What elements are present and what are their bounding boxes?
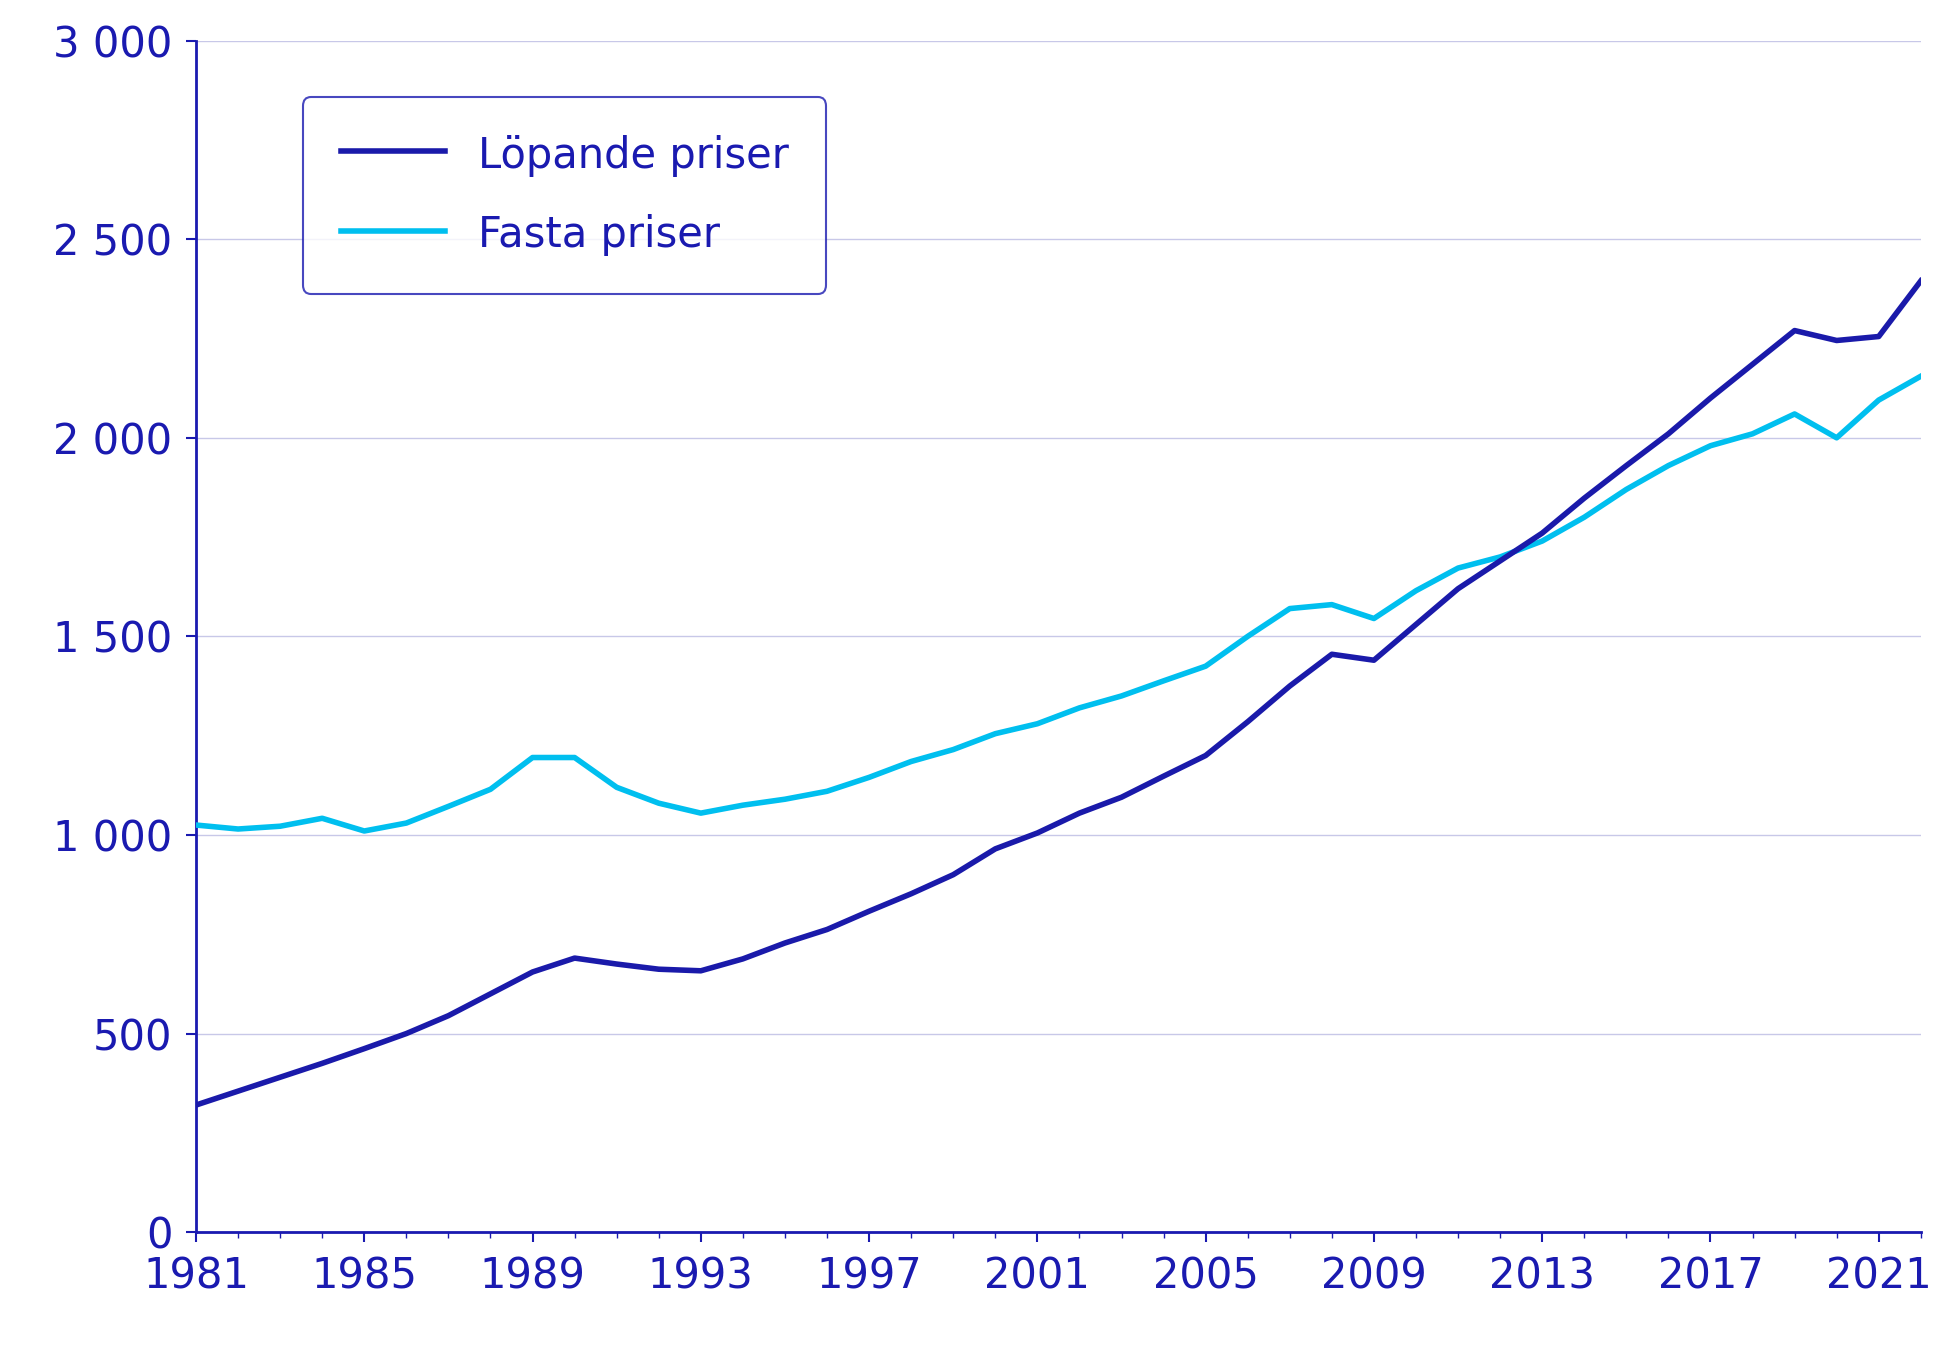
Fasta priser <box>1109 688 1133 704</box>
Fasta priser <box>941 742 964 758</box>
Löpande priser <box>437 1007 461 1024</box>
Fasta priser <box>1403 582 1427 598</box>
Löpande priser <box>1909 272 1933 288</box>
Löpande priser <box>1194 747 1217 764</box>
Löpande priser <box>1784 322 1807 338</box>
Fasta priser <box>1194 658 1217 674</box>
Fasta priser <box>1362 611 1386 627</box>
Fasta priser <box>521 749 545 765</box>
Fasta priser <box>563 749 586 765</box>
Löpande priser <box>1488 552 1511 569</box>
Line: Fasta priser: Fasta priser <box>196 376 1921 831</box>
Löpande priser <box>731 951 755 967</box>
Fasta priser <box>1868 391 1891 408</box>
Löpande priser <box>521 964 545 980</box>
Fasta priser <box>437 799 461 815</box>
Fasta priser <box>1446 561 1470 577</box>
Fasta priser <box>225 821 249 837</box>
Löpande priser <box>1109 789 1133 806</box>
Fasta priser <box>1237 628 1260 645</box>
Fasta priser <box>1278 600 1301 616</box>
Fasta priser <box>1321 597 1345 613</box>
Löpande priser <box>606 956 629 972</box>
Löpande priser <box>1656 425 1680 441</box>
Löpande priser <box>857 903 880 919</box>
Löpande priser <box>1531 525 1554 542</box>
Fasta priser <box>353 823 376 839</box>
Löpande priser <box>1403 616 1427 632</box>
Löpande priser <box>1740 356 1764 372</box>
Fasta priser <box>1572 509 1595 525</box>
Löpande priser <box>310 1055 333 1071</box>
Fasta priser <box>184 816 208 833</box>
Löpande priser <box>1362 653 1386 669</box>
Löpande priser <box>1152 768 1176 784</box>
Löpande priser <box>478 986 502 1002</box>
Löpande priser <box>647 961 670 978</box>
Löpande priser <box>1446 581 1470 597</box>
Fasta priser <box>731 798 755 814</box>
Löpande priser <box>1321 646 1345 662</box>
Löpande priser <box>225 1083 249 1099</box>
Fasta priser <box>478 781 502 798</box>
Löpande priser <box>1237 714 1260 730</box>
Line: Löpande priser: Löpande priser <box>196 280 1921 1105</box>
Fasta priser <box>1152 673 1176 689</box>
Fasta priser <box>647 795 670 811</box>
Fasta priser <box>1699 437 1723 454</box>
Fasta priser <box>1615 481 1639 497</box>
Fasta priser <box>1825 429 1848 445</box>
Fasta priser <box>1740 425 1764 441</box>
Fasta priser <box>1909 368 1933 385</box>
Fasta priser <box>310 810 333 826</box>
Fasta priser <box>1784 406 1807 422</box>
Löpande priser <box>1068 806 1092 822</box>
Fasta priser <box>900 753 923 769</box>
Löpande priser <box>1572 490 1595 506</box>
Löpande priser <box>394 1025 417 1041</box>
Legend: Löpande priser, Fasta priser: Löpande priser, Fasta priser <box>304 97 827 294</box>
Löpande priser <box>1699 390 1723 406</box>
Löpande priser <box>1278 678 1301 695</box>
Löpande priser <box>772 934 796 951</box>
Fasta priser <box>606 779 629 795</box>
Fasta priser <box>1025 716 1049 733</box>
Fasta priser <box>269 818 292 834</box>
Löpande priser <box>1868 329 1891 345</box>
Löpande priser <box>690 963 713 979</box>
Fasta priser <box>1656 458 1680 474</box>
Löpande priser <box>563 951 586 967</box>
Löpande priser <box>815 921 839 937</box>
Löpande priser <box>1825 332 1848 348</box>
Fasta priser <box>1068 700 1092 716</box>
Fasta priser <box>815 783 839 799</box>
Löpande priser <box>1615 458 1639 474</box>
Löpande priser <box>1025 825 1049 841</box>
Fasta priser <box>394 815 417 831</box>
Fasta priser <box>690 806 713 822</box>
Fasta priser <box>857 769 880 785</box>
Löpande priser <box>900 886 923 902</box>
Löpande priser <box>984 841 1007 857</box>
Löpande priser <box>269 1070 292 1086</box>
Löpande priser <box>353 1040 376 1056</box>
Fasta priser <box>1488 548 1511 565</box>
Fasta priser <box>984 726 1007 742</box>
Fasta priser <box>1531 533 1554 550</box>
Löpande priser <box>941 867 964 883</box>
Löpande priser <box>184 1097 208 1113</box>
Fasta priser <box>772 791 796 807</box>
